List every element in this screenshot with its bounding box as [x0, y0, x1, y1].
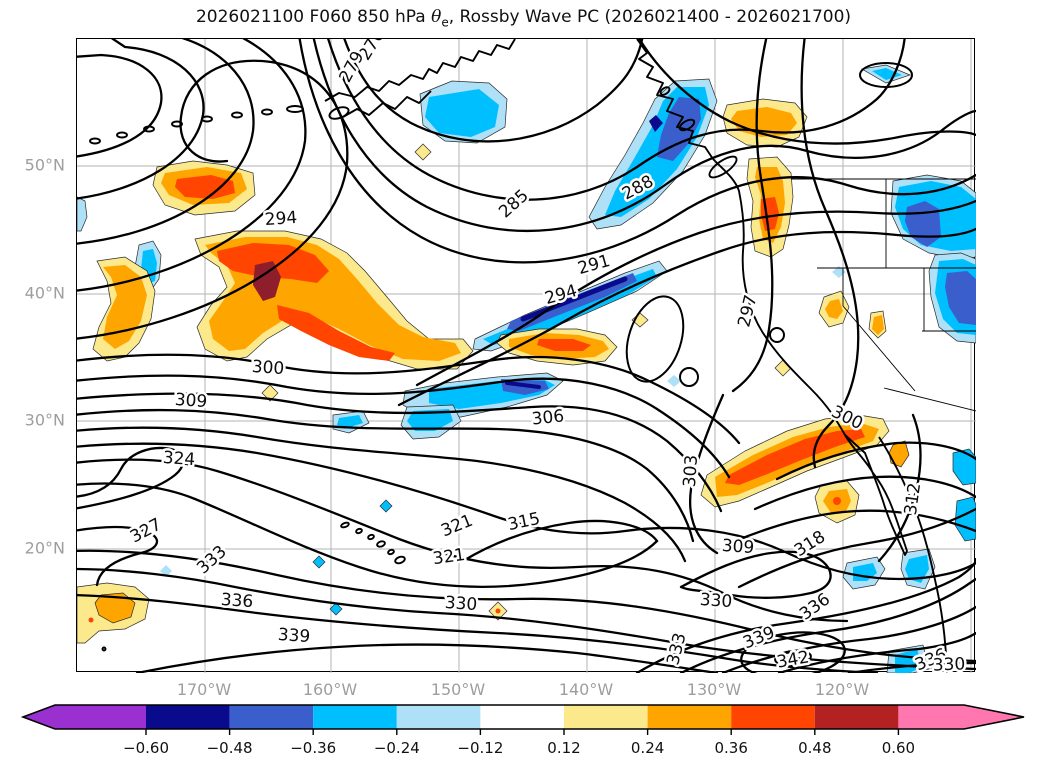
colorbar-segment	[814, 705, 899, 729]
lon-tick-label: 170°W	[176, 680, 232, 699]
colorbar-outline	[20, 704, 1025, 730]
title-theta-subscript: e	[441, 15, 449, 30]
colorbar-tick-label: 0.12	[547, 739, 580, 757]
colorbar-tick-label: −0.12	[457, 739, 503, 757]
lon-tick-label: 160°W	[302, 680, 358, 699]
lon-tick-label: 120°W	[814, 680, 870, 699]
contour-label: 315	[506, 509, 542, 535]
colorbar-segment	[564, 705, 648, 729]
contour-label: 321	[432, 545, 467, 569]
contour-label: 312	[901, 482, 925, 517]
contour-label: 330	[699, 590, 733, 612]
contour-label: 303	[680, 454, 702, 488]
theta-e-contour-lines	[77, 39, 976, 673]
colorbar-arrow-right	[898, 705, 1024, 729]
contour-label: 306	[531, 406, 565, 429]
contour-label: 324	[162, 448, 196, 470]
lon-tick-label: 130°W	[686, 680, 742, 699]
colorbar-tick-label: −0.36	[290, 739, 336, 757]
colorbar-segment	[480, 705, 564, 729]
colorbar-segment	[731, 705, 815, 729]
colorbar-tick-label: 0.60	[882, 739, 915, 757]
colorbar-tick-label: −0.60	[123, 739, 169, 757]
colorbar-tick-label: −0.48	[207, 739, 253, 757]
contour-label: 330	[444, 593, 478, 615]
map-plot-area: 276 279 294 285 288 291 294 297 300 309 306 300 303 3…	[76, 38, 976, 673]
contour-label: 336	[220, 590, 254, 612]
colorbar-tick-labels: −0.60 −0.48 −0.36 −0.24 −0.12 0.12 0.24 0.36 0.4…	[123, 739, 915, 757]
colorbar-tick-marks	[145, 729, 900, 735]
colorbar-segment	[146, 705, 230, 729]
colorbar-tick-label: 0.48	[798, 739, 831, 757]
anomaly-shading	[77, 64, 976, 673]
lon-tick-label: 150°W	[430, 680, 486, 699]
contour-label: 333	[663, 631, 690, 667]
lat-tick-label: 40°N	[24, 283, 65, 303]
lon-tick-label: 140°W	[558, 680, 614, 699]
contour-label: 330	[932, 654, 965, 673]
title-prefix: 2026021100 F060 850 hPa	[195, 7, 432, 27]
colorbar-segment	[647, 705, 732, 729]
colorbar-segment	[313, 705, 397, 729]
colorbar-segment	[229, 705, 314, 729]
contour-label: 285	[495, 186, 533, 223]
colorbar: −0.60 −0.48 −0.36 −0.24 −0.12 0.12 0.24 0.36 0.4…	[20, 704, 1025, 757]
contour-label: 300	[251, 357, 285, 379]
colorbar-tick-label: 0.36	[714, 739, 747, 757]
negative-anomaly-patches	[77, 64, 976, 673]
colorbar-tick-label: −0.24	[374, 739, 420, 757]
title-suffix: , Rossby Wave PC (2026021400 - 202602170…	[448, 7, 852, 27]
contour-label: 333	[193, 542, 230, 579]
title-theta-symbol: θ	[431, 7, 442, 27]
colorbar-segment	[396, 705, 481, 729]
contour-label: 327	[127, 515, 165, 548]
contour-label: 294	[264, 208, 298, 230]
contour-label: 339	[277, 625, 311, 647]
colorbar-tick-label: 0.24	[631, 739, 664, 757]
figure-title: 2026021100 F060 850 hPa θe, Rossby Wave …	[0, 7, 1047, 29]
coastline-layer	[89, 39, 976, 673]
lat-tick-label: 20°N	[24, 538, 65, 558]
colorbar-segments	[23, 705, 1024, 729]
lat-tick-label: 30°N	[24, 410, 65, 430]
lat-tick-label: 50°N	[24, 155, 65, 175]
contour-label: 309	[721, 536, 755, 558]
colorbar-arrow-left	[23, 705, 146, 729]
contour-label: 321	[438, 511, 476, 542]
contour-label: 309	[174, 390, 208, 412]
